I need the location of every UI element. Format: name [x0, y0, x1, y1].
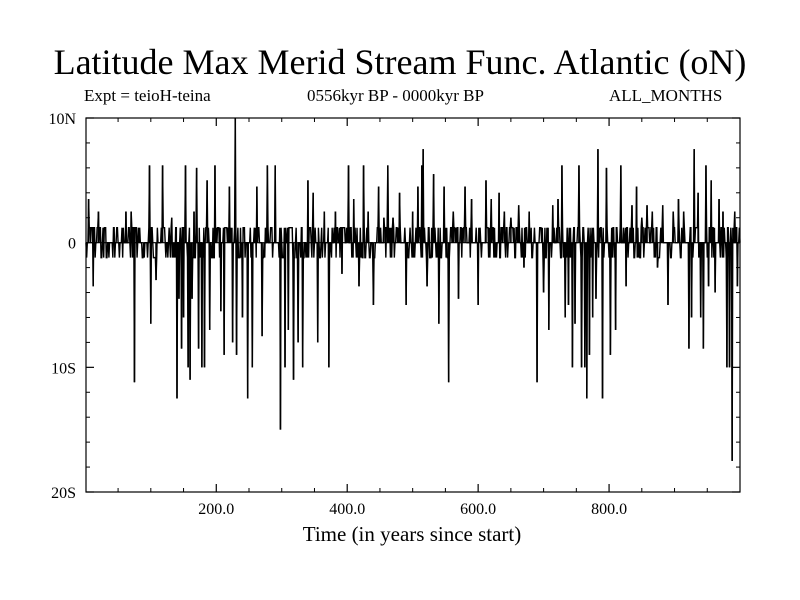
- y-tick-label: 0: [68, 236, 76, 253]
- experiment-label: Expt = teioH-teina: [84, 86, 211, 105]
- period-label: 0556kyr BP - 0000kyr BP: [307, 86, 484, 105]
- y-tick-label: 20S: [51, 485, 76, 502]
- y-tick-label: 10N: [48, 111, 76, 128]
- season-label: ALL_MONTHS: [609, 86, 723, 105]
- x-tick-label: 200.0: [198, 501, 234, 518]
- data-series: [85, 117, 741, 461]
- axis-ticks: 10N 0 10S 20S 200.0 400.0 600.0 800.0: [48, 111, 740, 518]
- x-tick-label: 800.0: [591, 501, 627, 518]
- x-axis-label: Time (in years since start): [303, 522, 522, 546]
- chart-title: Latitude Max Merid Stream Func. Atlantic…: [53, 42, 747, 82]
- x-tick-label: 400.0: [329, 501, 365, 518]
- x-tick-label: 600.0: [460, 501, 496, 518]
- y-tick-label: 10S: [51, 360, 76, 377]
